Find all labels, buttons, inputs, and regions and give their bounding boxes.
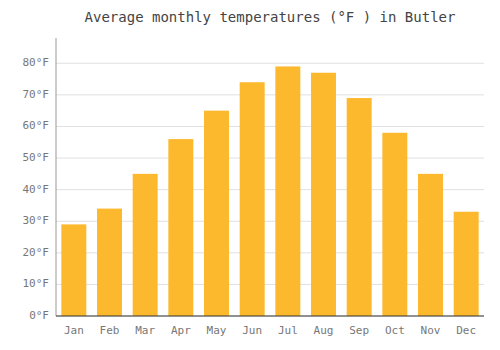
bar [347, 98, 372, 316]
x-tick-label: Dec [456, 324, 476, 337]
bar [204, 111, 229, 316]
x-tick-label: Jan [64, 324, 84, 337]
bar [240, 82, 265, 316]
x-tick-label: Nov [421, 324, 441, 337]
bar [97, 209, 122, 316]
grid-line [56, 158, 484, 159]
bar [275, 66, 300, 316]
x-tick-label: Apr [171, 324, 191, 337]
y-tick-label: 10°F [23, 277, 50, 290]
grid-line [56, 94, 484, 95]
grid-line [56, 316, 484, 317]
x-tick-label: May [207, 324, 227, 337]
bar [168, 139, 193, 316]
y-tick-label: 40°F [23, 183, 50, 196]
bars [61, 66, 478, 316]
y-axis-line [56, 38, 57, 316]
y-tick-label: 30°F [23, 214, 50, 227]
chart-container: Average monthly temperatures (°F ) in Bu… [0, 0, 500, 350]
x-axis-line [56, 316, 484, 317]
x-tick-label: Aug [314, 324, 334, 337]
bar [382, 133, 407, 316]
x-tick-label: Mar [135, 324, 155, 337]
bar [418, 174, 443, 316]
x-tick-label: Oct [385, 324, 405, 337]
y-tick-label: 20°F [23, 246, 50, 259]
x-tick-label: Feb [100, 324, 120, 337]
x-tick-label: Sep [349, 324, 369, 337]
grid-line [56, 63, 484, 64]
bar [311, 73, 336, 316]
chart-svg: Average monthly temperatures (°F ) in Bu… [0, 0, 500, 350]
y-tick-label: 70°F [23, 88, 50, 101]
bar [61, 224, 86, 316]
y-tick-label: 60°F [23, 119, 50, 132]
grid-line [56, 126, 484, 127]
bar [133, 174, 158, 316]
y-tick-label: 0°F [29, 309, 49, 322]
y-tick-label: 50°F [23, 151, 50, 164]
grid [56, 63, 484, 316]
title: Average monthly temperatures (°F ) in Bu… [85, 9, 456, 25]
x-tick-label: Jul [278, 324, 298, 337]
bar [454, 212, 479, 316]
y-tick-label: 80°F [23, 56, 50, 69]
x-tick-label: Jun [242, 324, 262, 337]
